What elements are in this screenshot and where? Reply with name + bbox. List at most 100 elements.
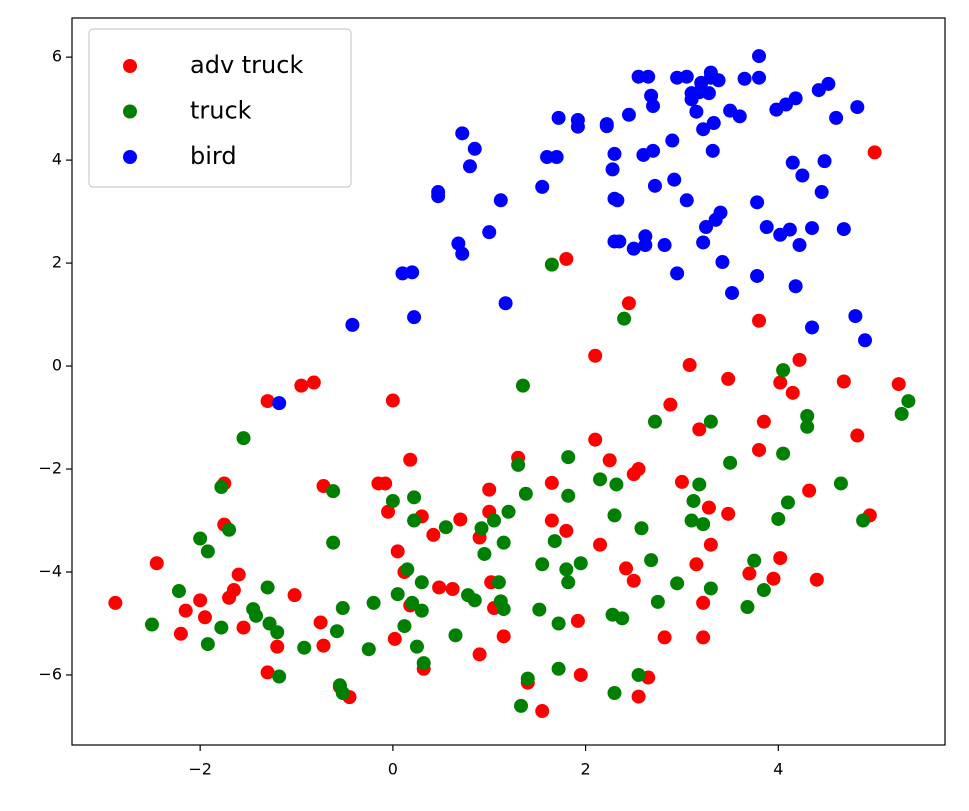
scatter-point [193, 531, 208, 546]
scatter-point [646, 143, 661, 158]
scatter-point [329, 624, 344, 639]
scatter-point [657, 238, 672, 253]
scatter-point [696, 517, 711, 532]
scatter-point [615, 611, 630, 626]
scatter-point [197, 610, 212, 625]
scatter-point [405, 265, 420, 280]
scatter-point [361, 642, 376, 657]
scatter-point [752, 442, 767, 457]
scatter-point [817, 154, 832, 169]
scatter-point [670, 576, 685, 591]
scatter-point [617, 311, 632, 326]
scatter-point [682, 358, 697, 373]
scatter-point [805, 320, 820, 335]
scatter-point [901, 394, 916, 409]
scatter-point [599, 119, 614, 134]
scatter-point [721, 506, 736, 521]
scatter-point [431, 185, 446, 200]
x-tick-label: −2 [188, 760, 212, 779]
scatter-point [802, 483, 817, 498]
scatter-point [752, 313, 767, 328]
scatter-point [561, 488, 576, 503]
scatter-point [684, 513, 699, 528]
scatter-point [792, 352, 807, 367]
scatter-point [689, 104, 704, 119]
scatter-point [621, 107, 636, 122]
scatter-point [467, 593, 482, 608]
scatter-point [867, 145, 882, 160]
scatter-point [559, 251, 574, 266]
scatter-point [631, 69, 646, 84]
x-tick-label: 4 [773, 760, 783, 779]
scatter-point [462, 159, 477, 174]
scatter-point [493, 193, 508, 208]
scatter-point [737, 71, 752, 86]
scatter-point [631, 462, 646, 477]
scatter-point [559, 562, 574, 577]
scatter-point [547, 534, 562, 549]
scatter-point [559, 523, 574, 538]
scatter-point [610, 193, 625, 208]
y-tick-label: 2 [52, 253, 62, 272]
scatter-point [149, 556, 164, 571]
scatter-point [178, 603, 193, 618]
scatter-point [742, 566, 757, 581]
scatter-point [270, 625, 285, 640]
scatter-point [699, 220, 714, 235]
scatter-point [200, 544, 215, 559]
scatter-point [501, 504, 516, 519]
scatter-point [850, 428, 865, 443]
scatter-point [634, 521, 649, 536]
scatter-point [631, 667, 646, 682]
scatter-point [679, 193, 694, 208]
scatter-point [705, 143, 720, 158]
scatter-point [607, 685, 622, 700]
scatter-point [544, 257, 559, 272]
scatter-point [472, 647, 487, 662]
scatter-point [535, 179, 550, 194]
scatter-point [532, 602, 547, 617]
scatter-point [385, 493, 400, 508]
scatter-point [236, 620, 251, 635]
scatter-point [231, 567, 246, 582]
scatter-point [570, 613, 585, 628]
scatter-point [385, 393, 400, 408]
scatter-point [785, 155, 800, 170]
scatter-point [313, 615, 328, 630]
scatter-point [214, 620, 229, 635]
axes-frame [71, 17, 946, 746]
scatter-point [850, 100, 865, 115]
scatter-point [378, 476, 393, 491]
scatter-point [607, 508, 622, 523]
scatter-point [403, 452, 418, 467]
scatter-point [306, 375, 321, 390]
scatter-point [858, 333, 873, 348]
scatter-point [551, 110, 566, 125]
scatter-point [785, 385, 800, 400]
scatter-point [836, 222, 851, 237]
legend-marker [123, 59, 137, 73]
scatter-point [692, 422, 707, 437]
scatter-point [795, 168, 810, 183]
y-tick-label: 6 [52, 47, 62, 66]
scatter-point [619, 561, 634, 576]
scatter-point [814, 185, 829, 200]
scatter-point [474, 521, 489, 536]
scatter-point [593, 537, 608, 552]
legend-label: adv truck [190, 51, 303, 79]
scatter-point [609, 477, 624, 492]
scatter-point [366, 595, 381, 610]
scatter-point [607, 146, 622, 161]
scatter-point [200, 637, 215, 652]
scatter-point [759, 220, 774, 235]
scatter-point [891, 377, 906, 392]
scatter-point [800, 408, 815, 423]
scatter-point [467, 141, 482, 156]
scatter-point [667, 172, 682, 187]
scatter-point [455, 246, 470, 261]
scatter-point [776, 446, 791, 461]
scatter-point [809, 572, 824, 587]
scatter-point [747, 553, 762, 568]
scatter-point [397, 619, 412, 634]
scatter-point [335, 685, 350, 700]
